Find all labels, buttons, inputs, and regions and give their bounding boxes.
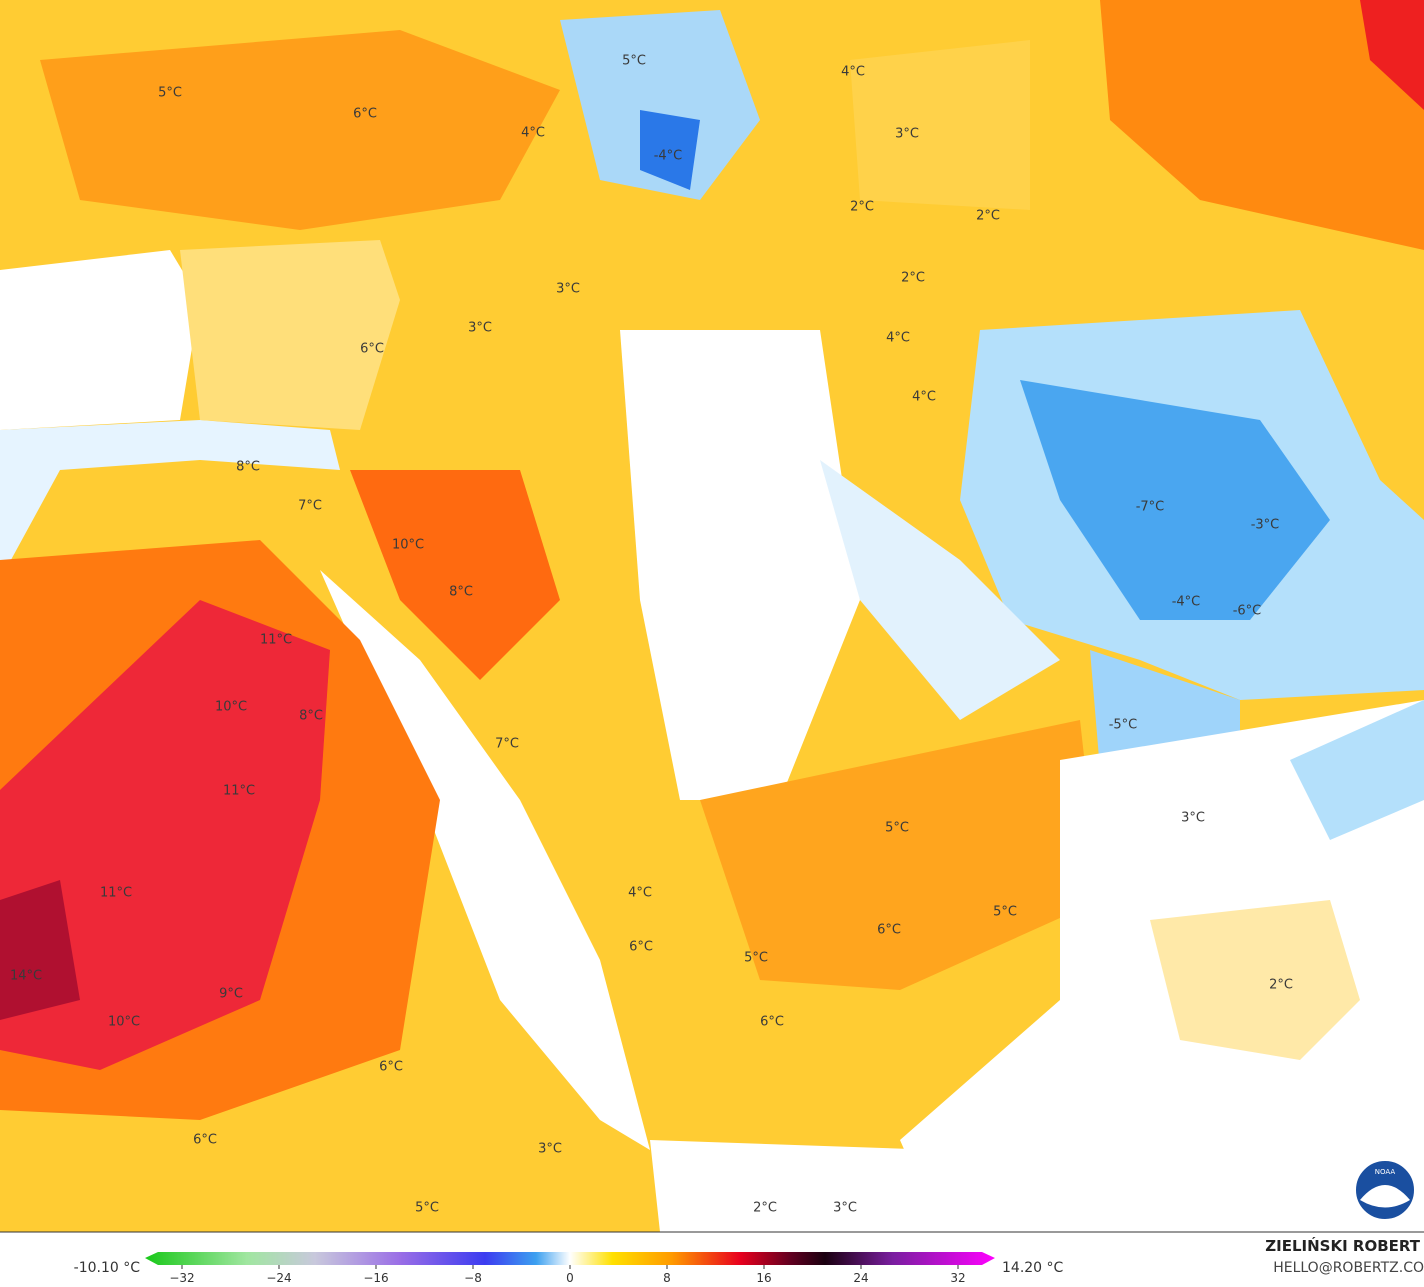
- colorbar-tick-label: 16: [756, 1271, 771, 1285]
- temperature-label: -5°C: [1109, 718, 1138, 733]
- colorbar-tick-label: −16: [363, 1271, 388, 1285]
- temperature-label: 3°C: [833, 1201, 857, 1216]
- colorbar-max: 14.20 °C: [1002, 1260, 1064, 1276]
- temperature-label: 8°C: [449, 585, 473, 600]
- colorbar-tick-label: 0: [566, 1271, 574, 1285]
- temperature-label: 10°C: [215, 700, 247, 715]
- temperature-label: 2°C: [850, 200, 874, 215]
- temperature-label: 14°C: [10, 969, 42, 984]
- email: HELLO@ROBERTZ.CO: [1273, 1260, 1424, 1276]
- temperature-label: -3°C: [1251, 518, 1280, 533]
- temperature-label: 3°C: [538, 1142, 562, 1157]
- temperature-label: 4°C: [912, 390, 936, 405]
- temperature-label: 6°C: [353, 107, 377, 122]
- author: ZIELIŃSKI ROBERT: [1265, 1236, 1420, 1255]
- colorbar-tick-label: −32: [169, 1271, 194, 1285]
- temperature-label: 3°C: [468, 321, 492, 336]
- temperature-label: -6°C: [1233, 604, 1262, 619]
- temperature-label: 5°C: [744, 951, 768, 966]
- temperature-label: 11°C: [223, 784, 255, 799]
- temperature-label: 6°C: [360, 342, 384, 357]
- temperature-label: 6°C: [629, 940, 653, 955]
- temperature-label: 2°C: [753, 1201, 777, 1216]
- temperature-label: 8°C: [236, 460, 260, 475]
- temperature-label: -7°C: [1136, 500, 1165, 515]
- temperature-label: 3°C: [556, 282, 580, 297]
- colorbar-tick-label: 8: [663, 1271, 671, 1285]
- temperature-label: 2°C: [976, 209, 1000, 224]
- temperature-label: 5°C: [885, 821, 909, 836]
- logo-wave: [1360, 1185, 1410, 1208]
- temperature-label: 5°C: [415, 1201, 439, 1216]
- temperature-label: 11°C: [100, 886, 132, 901]
- colorbar: [145, 1252, 995, 1265]
- temperature-label: 2°C: [1269, 978, 1293, 993]
- colorbar-min: -10.10 °C: [74, 1260, 141, 1276]
- temperature-label: 11°C: [260, 633, 292, 648]
- temperature-label: 10°C: [392, 538, 424, 553]
- temperature-label: 6°C: [760, 1015, 784, 1030]
- temperature-label: -4°C: [1172, 595, 1201, 610]
- temperature-label: 4°C: [521, 126, 545, 141]
- temperature-label: 4°C: [886, 331, 910, 346]
- temperature-label: -4°C: [654, 149, 683, 164]
- temperature-label: 9°C: [219, 987, 243, 1002]
- logo-text: NOAA: [1375, 1168, 1396, 1176]
- temperature-label: 5°C: [622, 54, 646, 69]
- temperature-label: 4°C: [841, 65, 865, 80]
- temperature-label: 10°C: [108, 1015, 140, 1030]
- temperature-label: 4°C: [628, 886, 652, 901]
- temperature-label: 7°C: [298, 499, 322, 514]
- colorbar-tick-label: −8: [464, 1271, 482, 1285]
- temperature-label: 8°C: [299, 709, 323, 724]
- colorbar-tick-label: −24: [266, 1271, 291, 1285]
- colorbar-tick-label: 24: [853, 1271, 868, 1285]
- map-background: [0, 0, 1424, 1232]
- temperature-label: 5°C: [993, 905, 1017, 920]
- temperature-label: 2°C: [901, 271, 925, 286]
- temperature-label: 5°C: [158, 86, 182, 101]
- temperature-label: 6°C: [379, 1060, 403, 1075]
- temperature-label: 6°C: [193, 1133, 217, 1148]
- temperature-label: 6°C: [877, 923, 901, 938]
- temperature-label: 7°C: [495, 737, 519, 752]
- temperature-label: 3°C: [1181, 811, 1205, 826]
- colorbar-tick-label: 32: [950, 1271, 965, 1285]
- temperature-label: 3°C: [895, 127, 919, 142]
